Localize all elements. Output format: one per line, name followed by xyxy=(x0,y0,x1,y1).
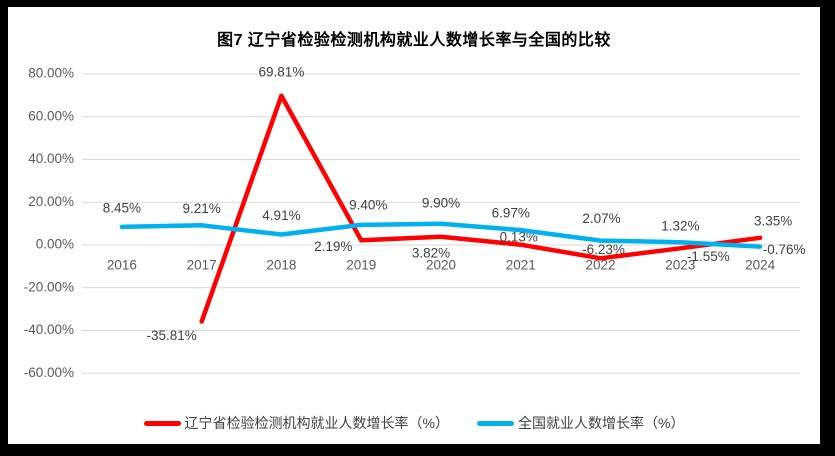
y-tick-label: 60.00% xyxy=(28,108,74,123)
data-label: -0.76% xyxy=(763,242,806,257)
y-tick-label: 80.00% xyxy=(28,66,74,81)
data-label: 8.45% xyxy=(103,201,141,216)
data-label: 3.35% xyxy=(754,213,792,228)
legend-swatch-national-blue-line xyxy=(477,420,514,426)
data-label: 3.82% xyxy=(412,245,450,260)
y-tick-label: -20.00% xyxy=(24,279,74,294)
y-axis-tick-labels: 80.00% 60.00% 40.00% 20.00% 0.00% -20.00% -40.… xyxy=(24,66,74,380)
data-label: 4.91% xyxy=(262,208,300,223)
gridlines xyxy=(82,73,800,374)
data-label: 2.19% xyxy=(314,239,352,254)
y-tick-label: 40.00% xyxy=(28,151,74,166)
data-label: 9.40% xyxy=(349,197,387,212)
data-label: 69.81% xyxy=(259,64,305,79)
legend-label-national: 全国就业人数增长率（%） xyxy=(518,415,685,431)
x-tick-label: 2017 xyxy=(187,258,217,273)
x-tick-label: 2022 xyxy=(586,258,616,273)
legend-item-national: 全国就业人数增长率（%） xyxy=(477,413,684,433)
data-label: 9.21% xyxy=(183,201,221,216)
y-tick-label: 0.00% xyxy=(36,237,74,252)
x-tick-label: 2016 xyxy=(107,258,137,273)
chart-title: 图7 辽宁省检验检测机构就业人数增长率与全国的比较 xyxy=(217,32,611,49)
data-label: 2.07% xyxy=(582,211,620,226)
y-tick-label: 20.00% xyxy=(28,194,74,209)
series-line-national xyxy=(119,221,763,249)
chart-legend: 辽宁省检验检测机构就业人数增长率（%） 全国就业人数增长率（%） xyxy=(8,413,820,433)
x-tick-label: 2023 xyxy=(665,258,695,273)
data-label: 9.90% xyxy=(422,195,460,210)
x-axis-tick-labels: 2016 2017 2018 2019 2020 2021 2022 2023 2024 xyxy=(107,258,776,273)
x-tick-label: 2020 xyxy=(426,258,456,273)
x-tick-label: 2021 xyxy=(506,258,536,273)
legend-swatch-liaoning-red-line xyxy=(143,420,181,426)
data-labels-national: 8.45% 9.21% 4.91% 9.40% 9.90% 6.97% 2.07% 1.32%… xyxy=(103,195,806,257)
legend-item-liaoning: 辽宁省检验检测机构就业人数增长率（%） xyxy=(143,413,449,433)
x-tick-label: 2019 xyxy=(346,258,376,273)
y-tick-label: -40.00% xyxy=(24,322,74,337)
series-line-liaoning xyxy=(199,93,763,324)
y-tick-label: -60.00% xyxy=(24,365,74,380)
data-label: 6.97% xyxy=(492,206,530,221)
data-label: -1.55% xyxy=(687,249,730,264)
data-label: -35.81% xyxy=(147,328,197,343)
data-labels-liaoning: -35.81%69.81%2.19% 3.82%0.13%-6.23% -1.55%… xyxy=(147,64,793,343)
x-tick-label: 2024 xyxy=(745,258,776,273)
x-tick-label: 2018 xyxy=(266,258,296,273)
legend-label-liaoning: 辽宁省检验检测机构就业人数增长率（%） xyxy=(184,415,449,431)
data-label: 1.32% xyxy=(661,219,699,234)
data-label: -6.23% xyxy=(582,242,625,257)
